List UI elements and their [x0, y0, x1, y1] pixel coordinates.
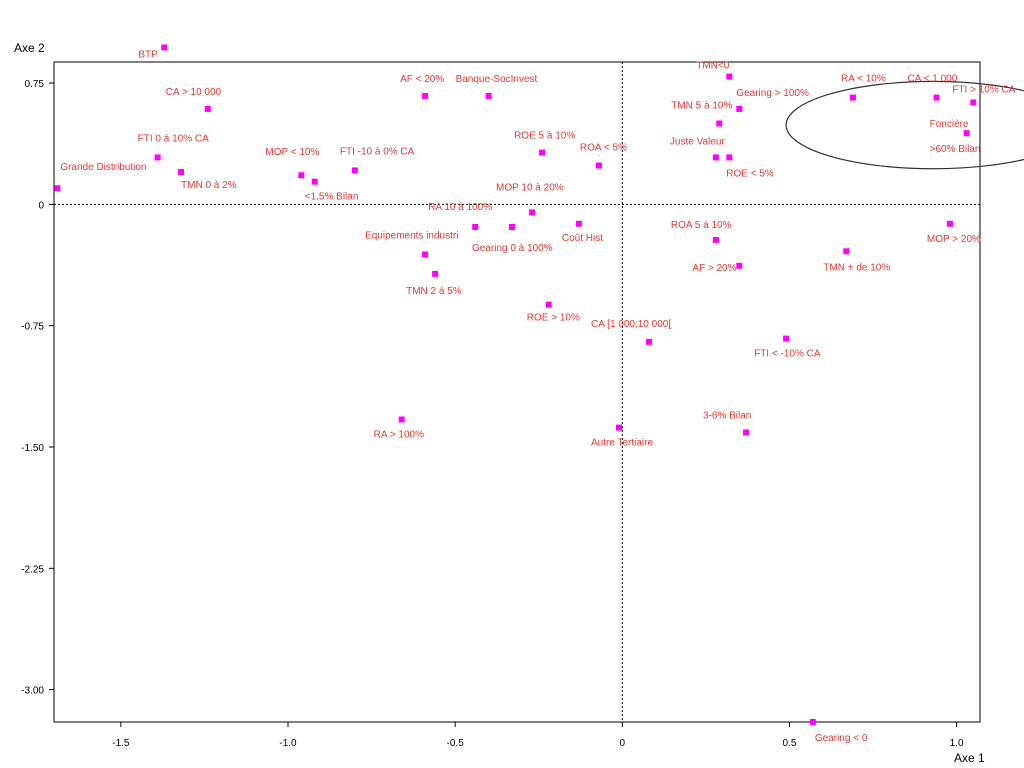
data-point-marker — [615, 424, 622, 431]
data-point-label: CA < 1 000 — [908, 74, 958, 85]
data-point-label: RA < 10% — [841, 74, 886, 85]
data-point-label: >60% Bilan — [930, 144, 981, 155]
data-point-label: ROE > 10% — [527, 313, 580, 324]
points-layer: BTP CA > 10 000 FTI 0 à 10% CA TMN 0 à 2% Gr… — [54, 44, 1016, 744]
data-point-label: Gearing 0 à 100% — [472, 243, 553, 254]
data-point-label: ROA 5 à 10% — [671, 220, 732, 231]
data-point-label: 3-6% Bilan — [703, 410, 751, 421]
data-point-marker — [311, 178, 318, 185]
data-point-marker — [716, 120, 723, 127]
x-tick-label: -1.0 — [279, 738, 297, 749]
data-point-label: Gearing > 100% — [736, 88, 809, 99]
x-tick-label: -0.5 — [447, 738, 465, 749]
data-point-marker — [204, 105, 211, 112]
y-axis-title: Axe 2 — [14, 41, 45, 55]
data-point-marker — [432, 270, 439, 277]
y-tick-label: 0 — [38, 200, 44, 211]
data-point-marker — [178, 169, 185, 175]
data-point-marker — [783, 335, 790, 342]
y-tick-label: 0.75 — [25, 79, 45, 90]
axes-layer: -1.5 -1.0 -0.5 0 0.5 1.0 0.75 0 -0.75 -1.50 -2.25 -… — [21, 62, 980, 749]
data-point-marker — [646, 338, 653, 345]
data-point-label: FTI < -10% CA — [754, 349, 821, 360]
data-point-marker — [963, 130, 970, 137]
data-point-marker — [849, 94, 856, 101]
data-point-label: AF > 20% — [692, 263, 736, 274]
data-point-marker — [575, 220, 582, 227]
y-tick-label: -3.00 — [21, 686, 44, 697]
data-point-label: MOP 10 à 20% — [496, 182, 564, 193]
data-point-label: BTP — [138, 49, 158, 60]
data-point-label: Gearing < 0 — [815, 733, 868, 744]
data-point-label: RA 10 à 100% — [428, 202, 492, 213]
data-point-marker — [508, 224, 515, 230]
data-point-label: Grande Distribution — [60, 162, 146, 173]
data-point-label: ROE 5 à 10% — [514, 131, 575, 142]
highlight-ellipse — [785, 80, 1024, 170]
data-point-marker — [422, 92, 429, 99]
x-tick-label: 0 — [620, 738, 626, 749]
data-point-label: MOP < 10% — [265, 147, 319, 158]
data-point-marker — [398, 416, 405, 423]
data-point-marker — [298, 172, 305, 179]
data-point-label: ROE < 5% — [726, 168, 774, 179]
data-point-label: TMN 0 à 2% — [181, 180, 237, 191]
x-tick-label: -1.5 — [112, 738, 130, 749]
data-point-marker — [742, 429, 749, 436]
data-point-label: Banque-SocInvest — [456, 74, 538, 85]
data-point-marker — [809, 719, 816, 725]
y-tick-label: -2.25 — [21, 564, 44, 575]
data-point-marker — [54, 185, 61, 192]
highlight-layer — [785, 80, 1024, 170]
data-point-marker — [946, 220, 953, 227]
data-point-label: Autre Tertiaire — [591, 438, 654, 449]
data-point-label: TMN + de 10% — [823, 262, 890, 273]
data-point-label: <1,5% Bilan — [305, 192, 359, 203]
data-point-label: ROA < 5% — [580, 143, 627, 154]
data-point-marker — [726, 154, 733, 161]
y-tick-label: -1.50 — [21, 443, 44, 454]
data-point-label: Juste Valeur — [670, 136, 726, 147]
x-tick-label: 0.5 — [782, 738, 796, 749]
data-point-marker — [472, 224, 479, 230]
data-point-marker — [529, 209, 536, 216]
data-point-label: AF < 20% — [400, 74, 444, 85]
data-point-marker — [843, 248, 850, 255]
data-point-label: FTI > 10% CA — [952, 84, 1015, 95]
data-point-marker — [736, 105, 743, 112]
data-point-label: TMN 5 à 10% — [671, 100, 732, 111]
data-point-marker — [726, 73, 733, 80]
data-point-label: MOP > 20% — [927, 234, 981, 245]
data-point-marker — [161, 44, 168, 51]
x-axis-title: Axe 1 — [954, 751, 985, 765]
data-point-marker — [545, 301, 552, 308]
data-point-label: FTI 0 à 10% CA — [138, 133, 209, 144]
y-tick-label: -0.75 — [21, 322, 44, 333]
data-point-label: TMN<0 — [696, 61, 730, 72]
data-point-marker — [351, 167, 358, 174]
data-point-marker — [595, 162, 602, 169]
data-point-label: Equipements industri — [365, 231, 458, 242]
data-point-label: CA > 10 000 — [166, 87, 222, 98]
data-point-marker — [736, 262, 743, 269]
data-point-marker — [485, 92, 492, 99]
data-point-label: RA > 100% — [374, 430, 424, 441]
data-point-marker — [712, 154, 719, 161]
data-point-marker — [422, 251, 429, 258]
x-tick-label: 1.0 — [950, 738, 964, 749]
data-point-label: FTI -10 à 0% CA — [340, 146, 415, 157]
data-point-label: TMN 2 à 5% — [406, 286, 462, 297]
data-point-label: CA [1 000;10 000[ — [591, 319, 671, 330]
data-point-marker — [712, 236, 719, 243]
data-point-marker — [154, 154, 161, 161]
data-point-marker — [539, 149, 546, 156]
data-point-marker — [933, 94, 940, 101]
plot-frame — [53, 61, 981, 723]
data-point-marker — [970, 99, 977, 106]
data-point-label: Foncière — [930, 119, 969, 130]
data-point-label: Coût Hist — [562, 233, 603, 244]
